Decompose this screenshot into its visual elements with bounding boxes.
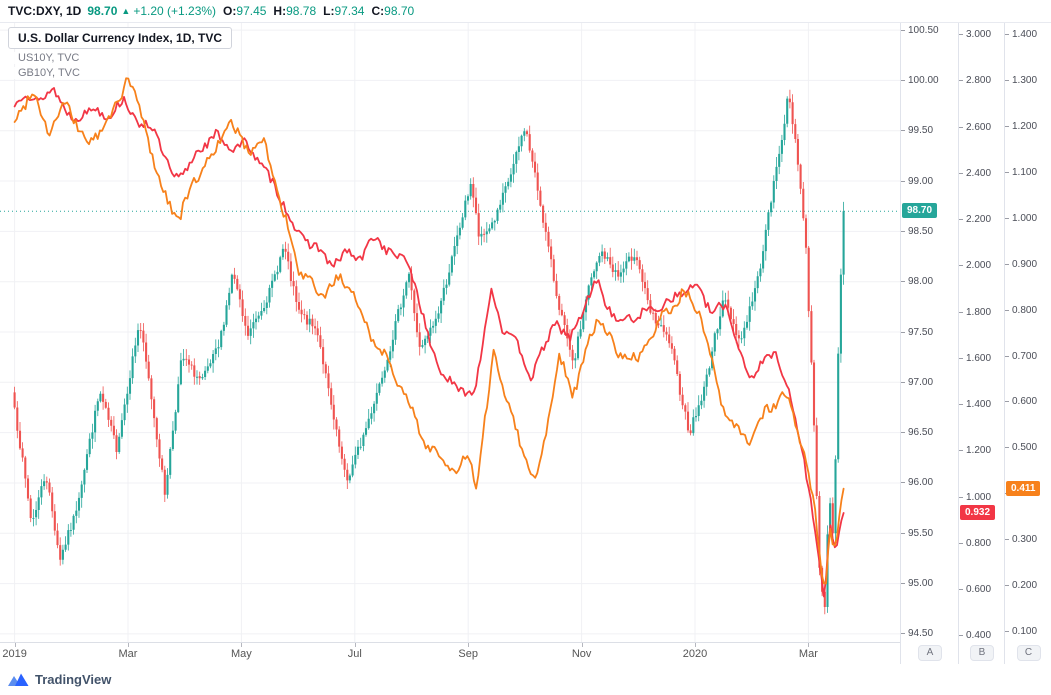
footer: TradingView [0,664,1051,695]
us10y-line [13,87,845,598]
plot-top-border [0,22,1051,23]
price-tick-label: 100.50 [901,24,939,36]
price-tick-label: 0.500 [1005,442,1037,454]
gb10y-price-label: 0.411 [1006,480,1041,496]
time-axis[interactable]: 2019 Mar May Jul Sep Nov 2020 Mar [0,642,1051,666]
price-scale-c-button[interactable]: C [1016,645,1041,661]
price-tick-label: 99.50 [901,125,933,137]
time-tick [241,643,243,647]
price-tick-label: 1.800 [959,306,991,318]
time-axis-label: 2019 [2,648,27,660]
price-scale-a-button[interactable]: A [918,645,942,661]
time-axis-label: Jul [347,648,362,660]
price-tick-label: 98.50 [901,225,933,237]
legend-us10y[interactable]: US10Y, TVC [8,52,80,64]
symbol-header: TVC:DXY, 1D 98.70 ▲ +1.20 (+1.23%) O:97.… [0,0,1051,22]
price-tick-label: 0.200 [1005,580,1037,592]
price-tick-label: 0.600 [959,584,991,596]
time-axis-label: Mar [798,648,818,660]
tradingview-logo-text[interactable]: TradingView [35,672,112,687]
price-tick-label: 100.00 [901,74,939,86]
legend-main-series[interactable]: U.S. Dollar Currency Index, 1D, TVC [8,27,233,49]
ohlc-low: L:97.34 [323,4,365,18]
chart-legend: U.S. Dollar Currency Index, 1D, TVC US10… [8,27,233,79]
time-tick [808,643,810,647]
time-axis-label: 2020 [682,648,708,660]
price-scale-a[interactable]: 100.50 100.00 99.50 99.00 98.50 98.00 97.50 97.… [900,22,959,642]
time-axis-label: May [231,648,252,660]
price-tick-label: 0.900 [1005,258,1037,270]
time-tick [128,643,129,647]
ohlc-close: C:98.70 [371,4,415,18]
price-tick-label: 1.100 [1005,167,1037,179]
dxy-price-label: 98.70 [902,203,938,219]
ohlc-open: O:97.45 [223,4,267,18]
symbol-title: TVC:DXY, 1D [8,4,82,18]
price-tick-label: 2.000 [959,260,991,272]
price-tick-label: 3.000 [959,29,991,41]
scale-c-button-cell: C [1004,642,1051,664]
scale-a-button-cell: A [900,642,959,664]
price-chart-pane[interactable]: U.S. Dollar Currency Index, 1D, TVC US10… [0,22,900,642]
price-tick-label: 96.00 [901,477,933,489]
price-tick-label: 99.00 [901,175,933,187]
price-tick-label: 1.000 [959,491,991,503]
price-tick-label: 1.400 [1005,29,1037,41]
time-axis-label: Nov [571,648,592,660]
price-tick-label: 94.50 [901,628,933,640]
price-tick-label: 2.800 [959,75,991,87]
price-tick-label: 0.300 [1005,534,1037,546]
time-axis-label: Mar [118,648,138,660]
price-tick-label: 1.400 [959,399,991,411]
time-axis-label: Sep [458,648,478,660]
price-tick-label: 1.200 [959,445,991,457]
time-tick [581,643,583,647]
price-tick-label: 0.400 [959,630,991,642]
time-tick [14,643,16,647]
price-tick-label: 2.400 [959,167,991,179]
price-scale-b-button[interactable]: B [970,645,994,661]
us10y-price-label: 0.932 [960,504,996,520]
price-tick-label: 0.700 [1005,350,1037,362]
time-tick [468,643,470,647]
price-tick-label: 97.00 [901,376,933,388]
price-tick-label: 97.50 [901,326,933,338]
time-tick [695,643,696,647]
price-tick-label: 95.50 [901,527,933,539]
candles-layer [13,89,845,615]
legend-gb10y[interactable]: GB10Y, TVC [8,67,80,79]
price-tick-label: 0.100 [1005,625,1037,637]
time-tick [354,643,356,647]
price-tick-label: 2.600 [959,121,991,133]
up-arrow-icon: ▲ [121,6,131,16]
price-tick-label: 1.300 [1005,75,1037,87]
price-tick-label: 1.200 [1005,121,1037,133]
price-tick-label: 0.800 [1005,304,1037,316]
price-tick-label: 98.00 [901,276,933,288]
price-tick-label: 0.800 [959,537,991,549]
price-scale-b[interactable]: 3.000 2.800 2.600 2.400 2.200 2.000 1.800 1.600… [958,22,1005,642]
last-price: 98.70 [87,4,118,18]
price-scale-c[interactable]: 1.400 1.300 1.200 1.100 1.000 0.900 0.800 0.700… [1004,22,1051,642]
ohlc-high: H:98.78 [273,4,317,18]
price-tick-label: 0.600 [1005,396,1037,408]
price-tick-label: 1.000 [1005,212,1037,224]
price-tick-label: 96.50 [901,427,933,439]
scale-b-button-cell: B [958,642,1005,664]
price-tick-label: 2.200 [959,214,991,226]
price-tick-label: 95.00 [901,578,933,590]
price-tick-label: 1.600 [959,352,991,364]
chart-canvas[interactable] [0,22,900,642]
tradingview-logo-icon[interactable] [8,672,29,687]
price-change: +1.20 (+1.23%) [133,4,217,18]
gb10y-line [13,77,845,585]
